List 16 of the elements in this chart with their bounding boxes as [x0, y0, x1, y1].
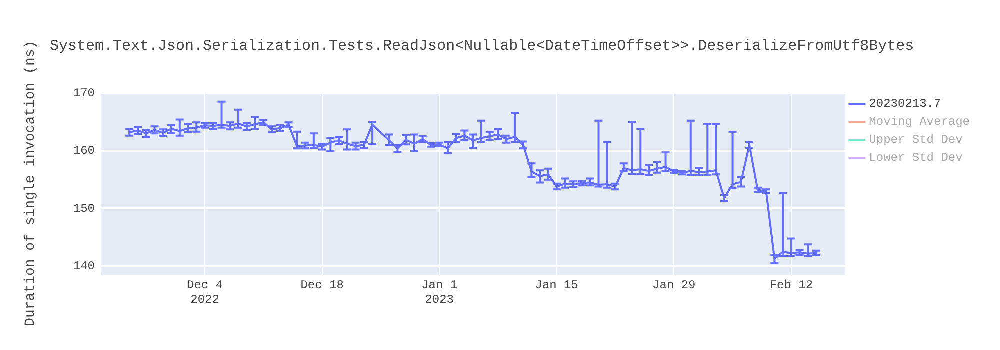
legend-label: Moving Average	[869, 115, 970, 130]
x-tick-label: Jan 29	[652, 278, 696, 293]
x-tick-label: Jan 15	[535, 278, 578, 293]
chart-title: System.Text.Json.Serialization.Tests.ReadJson<Nullable<DateTimeOffset>>.DeserializeFromUtf8Bytes	[50, 38, 914, 55]
y-tick-label: 150	[73, 202, 95, 216]
y-axis-title: Duration of single invocation (ns)	[23, 40, 40, 326]
x-tick-label: Feb 12	[770, 278, 814, 293]
y-tick-label: 160	[73, 144, 95, 158]
y-tick-label: 170	[73, 86, 95, 100]
y-tick-label: 140	[73, 260, 95, 274]
legend-label: 20230213.7	[869, 97, 942, 112]
x-tick-label: Dec 18	[300, 278, 344, 293]
x-tick-label: Jan 1 2023	[422, 278, 458, 307]
legend-label: Upper Std Dev	[869, 133, 963, 148]
legend-label: Lower Std Dev	[869, 151, 963, 166]
x-tick-label: Dec 4 2022	[187, 278, 224, 307]
